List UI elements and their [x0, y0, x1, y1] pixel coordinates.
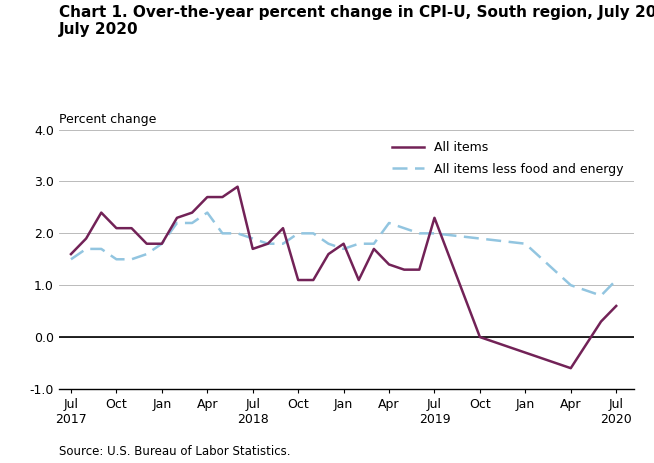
Legend: All items, All items less food and energy: All items, All items less food and energ… — [387, 136, 628, 181]
Text: Chart 1. Over-the-year percent change in CPI-U, South region, July 2017–
July 20: Chart 1. Over-the-year percent change in… — [59, 5, 654, 37]
Text: Percent change: Percent change — [59, 113, 156, 126]
Text: Source: U.S. Bureau of Labor Statistics.: Source: U.S. Bureau of Labor Statistics. — [59, 445, 290, 458]
